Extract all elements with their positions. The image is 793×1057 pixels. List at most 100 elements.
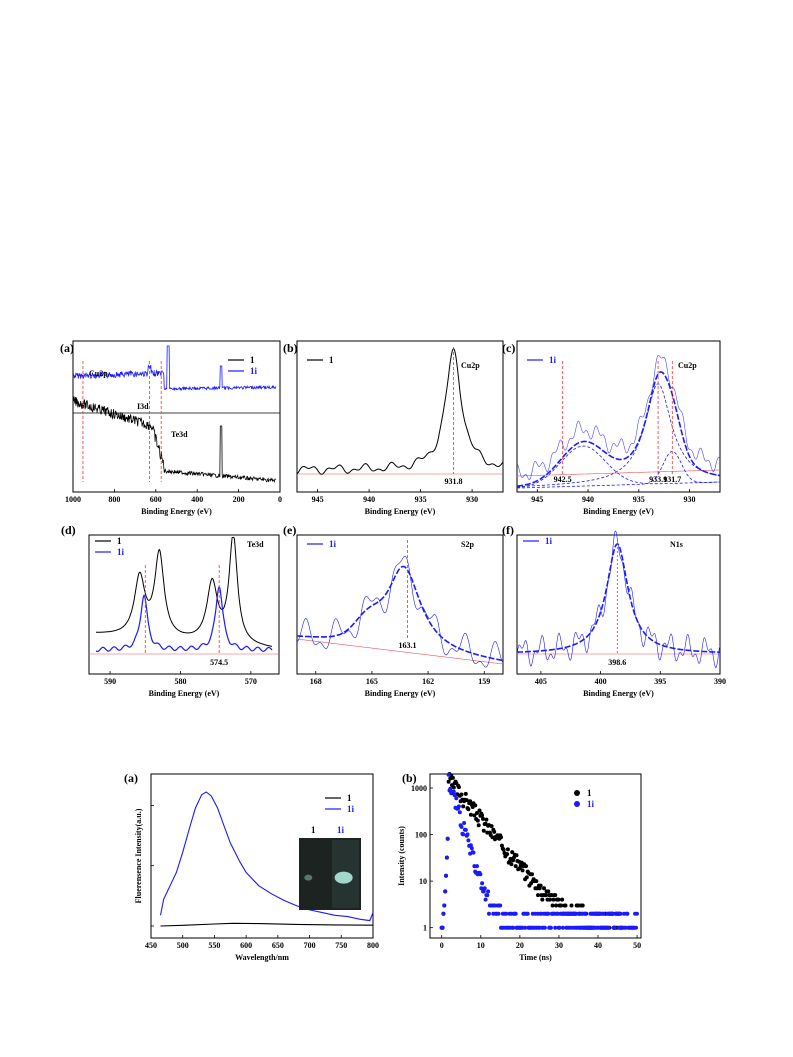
x-axis-label: Binding Energy (eV)	[365, 507, 436, 516]
x-tick-label: 800	[367, 941, 379, 950]
x-tick-label: 580	[174, 677, 186, 686]
peak-label: 574.5	[210, 658, 228, 667]
x-tick-label: 0	[278, 495, 282, 504]
legend-marker	[574, 790, 580, 796]
panel-label: (c)	[502, 341, 515, 355]
x-axis-label: Binding Energy (eV)	[149, 689, 220, 698]
x-tick-label: 395	[654, 677, 666, 686]
data-point	[542, 925, 547, 930]
data-point	[553, 893, 558, 898]
data-point	[475, 811, 479, 815]
panel-h: (b) 0 10 20 30 40 50 Time (ns) 1 10 100 1000 Intensi…	[397, 771, 642, 962]
data-point	[601, 911, 606, 916]
y-tick-label: 1000	[411, 784, 427, 793]
data-point	[464, 798, 469, 803]
inset-label: 1i	[337, 825, 345, 835]
data-point	[514, 853, 519, 858]
legend-label: 1	[250, 355, 255, 365]
x-tick-label: 200	[233, 495, 245, 504]
x-tick-label: 935	[633, 495, 645, 504]
data-point	[465, 832, 470, 837]
data-point	[459, 824, 464, 829]
data-point	[461, 804, 466, 809]
inset-glow	[304, 874, 313, 881]
data-point	[548, 925, 553, 930]
x-tick-label: 570	[245, 677, 257, 686]
background-line	[296, 638, 504, 665]
x-tick-label: 945	[531, 495, 543, 504]
y-tick-label: 1	[423, 924, 427, 933]
x-tick-label: 550	[208, 941, 220, 950]
x-tick-label: 450	[145, 941, 157, 950]
x-axis-label: Binding Energy (eV)	[365, 689, 436, 698]
data-point	[509, 862, 514, 867]
peak-label: 163.1	[398, 641, 416, 650]
data-point	[505, 852, 510, 857]
data-point	[468, 843, 473, 848]
x-tick-label: 1000	[65, 495, 81, 504]
data-point	[618, 911, 623, 916]
panel-d: (d) 590 580 570 Binding Energy (eV) 574.5 Te3d…	[61, 523, 280, 698]
legend-label: 1i	[545, 536, 553, 546]
x-tick-label: 159	[478, 677, 490, 686]
data-point	[546, 889, 551, 894]
data-point	[463, 791, 468, 796]
fit-envelope	[296, 565, 504, 662]
data-point	[560, 925, 565, 930]
x-tick-label: 700	[304, 941, 316, 950]
plot-frame	[516, 340, 721, 493]
data-point	[483, 897, 488, 902]
data-point	[466, 838, 471, 843]
data-point	[480, 881, 485, 886]
data-point	[511, 925, 516, 930]
data-point	[523, 925, 528, 930]
data-point	[540, 897, 545, 902]
x-axis-label: Binding Energy (eV)	[583, 689, 654, 698]
y-tick-label: 100	[415, 831, 427, 840]
data-point	[496, 911, 501, 916]
data-point	[625, 911, 630, 916]
x-axis-label: Wavelength/nm	[235, 953, 289, 962]
inset-glow	[334, 871, 353, 884]
data-point	[504, 911, 509, 916]
data-point	[536, 893, 540, 898]
x-tick-label: 940	[582, 495, 594, 504]
data-point	[499, 843, 504, 848]
data-point	[560, 897, 565, 902]
legend-label: 1i	[347, 804, 355, 814]
x-tick-label: 750	[335, 941, 347, 950]
data-point	[486, 889, 491, 894]
plot-frame	[88, 534, 280, 675]
data-point	[484, 817, 489, 822]
data-point	[569, 903, 574, 908]
data-point	[563, 903, 568, 908]
legend-marker	[574, 801, 580, 807]
peak-label: 398.6	[608, 658, 626, 667]
fit-envelope	[516, 371, 721, 487]
data-point	[580, 903, 585, 908]
series-1i	[159, 791, 374, 922]
legend-label: 1i	[549, 355, 557, 365]
data-point	[440, 925, 445, 930]
peak-label: 931.8	[445, 477, 463, 486]
data-point	[612, 925, 617, 930]
data-point	[520, 868, 525, 873]
data-point	[444, 873, 448, 878]
data-point	[510, 850, 515, 855]
data-point	[524, 864, 528, 869]
data-point	[554, 903, 559, 908]
x-tick-label: 50	[633, 941, 641, 950]
x-tick-label: 20	[516, 941, 524, 950]
series-1i	[516, 530, 721, 669]
data-point	[489, 824, 494, 829]
x-tick-label: 600	[240, 941, 252, 950]
plot-frame	[516, 534, 721, 675]
x-tick-label: 600	[150, 495, 162, 504]
data-point	[485, 893, 490, 898]
series-1i	[296, 555, 504, 668]
data-point	[461, 832, 466, 837]
data-point	[513, 911, 518, 916]
x-tick-label: 500	[177, 941, 189, 950]
data-point	[556, 897, 561, 902]
annotation: Cu2p	[89, 369, 108, 378]
